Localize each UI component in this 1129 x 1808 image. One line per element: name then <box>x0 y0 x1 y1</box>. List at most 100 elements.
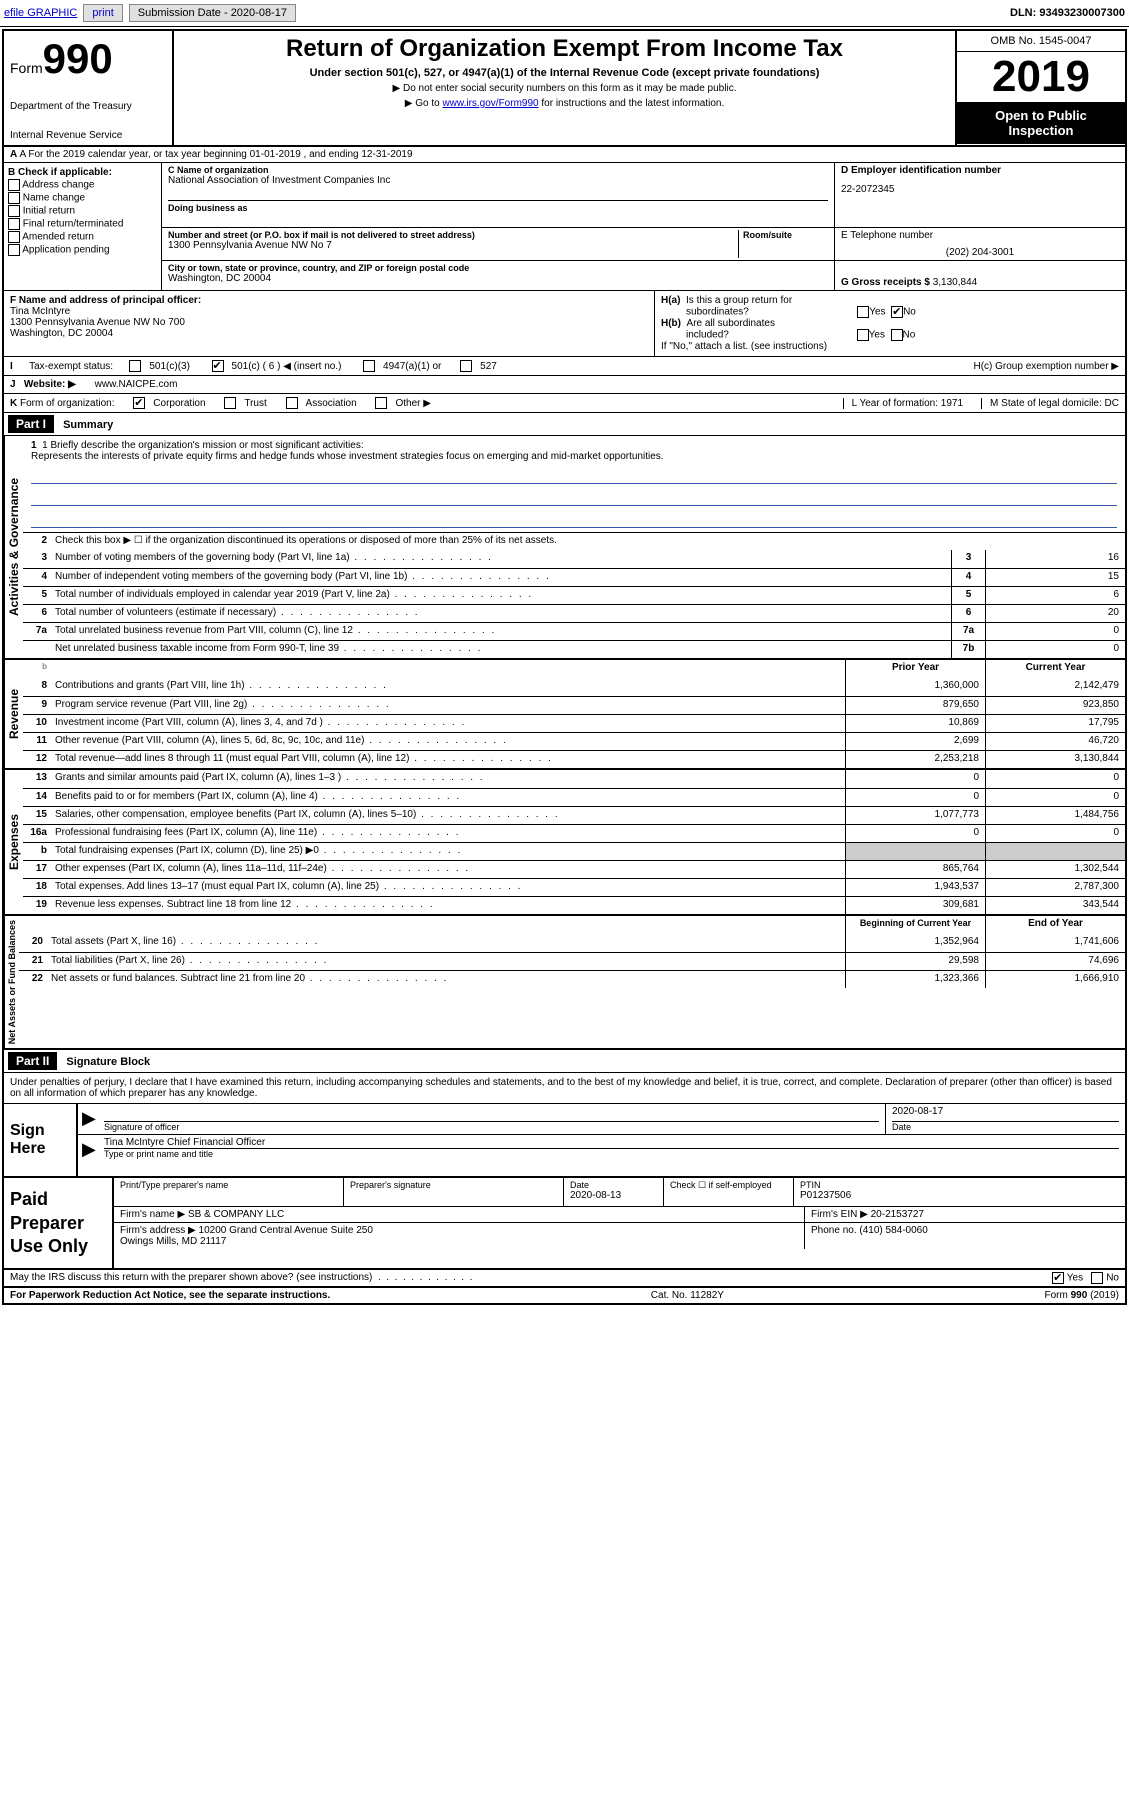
form-subtitle: Under section 501(c), 527, or 4947(a)(1)… <box>178 67 951 79</box>
hb-no-checkbox[interactable] <box>891 329 903 341</box>
gross-cell: G Gross receipts $ 3,130,844 <box>835 261 1125 290</box>
prior-year-hdr: Prior Year <box>845 660 985 678</box>
discuss-yes-text: Yes <box>1067 1273 1083 1284</box>
trust-checkbox[interactable] <box>224 397 236 409</box>
discuss-yes-checkbox[interactable] <box>1052 1272 1064 1284</box>
colb-option[interactable]: Application pending <box>8 244 157 256</box>
phone-value: (410) 584-0060 <box>859 1225 927 1236</box>
form-footer: Form 990 (2019) <box>1045 1290 1119 1301</box>
gov-line: 6Total number of volunteers (estimate if… <box>23 604 1125 622</box>
net-line: 22Net assets or fund balances. Subtract … <box>19 970 1125 988</box>
mission-label: 1 Briefly describe the organization's mi… <box>42 440 364 451</box>
discuss-no-checkbox[interactable] <box>1091 1272 1103 1284</box>
net-line: 20Total assets (Part X, line 16)1,352,96… <box>19 934 1125 952</box>
paid-content: Print/Type preparer's name Preparer's si… <box>112 1178 1125 1268</box>
colb-option[interactable]: Name change <box>8 192 157 204</box>
part1-badge: Part I <box>8 415 54 433</box>
irs-label: Internal Revenue Service <box>10 130 166 141</box>
exp-line: 16aProfessional fundraising fees (Part I… <box>23 824 1125 842</box>
corp-checkbox[interactable] <box>133 397 145 409</box>
firm-name-label: Firm's name ▶ <box>120 1209 185 1220</box>
rev-line: 11Other revenue (Part VIII, column (A), … <box>23 732 1125 750</box>
gov-content: 1 1 Briefly describe the organization's … <box>23 436 1125 658</box>
section-netassets: Net Assets or Fund Balances Beginning of… <box>4 916 1125 1050</box>
city-cell: City or town, state or province, country… <box>162 261 835 290</box>
phone-label: Phone no. <box>811 1225 857 1236</box>
ha-yes-checkbox[interactable] <box>857 306 869 318</box>
ptin-value: P01237506 <box>800 1190 1119 1201</box>
rev-label: Revenue <box>4 660 23 768</box>
corp-text: Corporation <box>153 398 205 409</box>
hb-yes-checkbox[interactable] <box>857 329 869 341</box>
trust-text: Trust <box>244 398 266 409</box>
501c3-checkbox[interactable] <box>129 360 141 372</box>
mission-text: Represents the interests of private equi… <box>31 451 1117 462</box>
colb-option[interactable]: Address change <box>8 179 157 191</box>
exp-line: 18Total expenses. Add lines 13–17 (must … <box>23 878 1125 896</box>
gov-line: 4Number of independent voting members of… <box>23 568 1125 586</box>
ha-no-checkbox[interactable] <box>891 306 903 318</box>
officer-cell: F Name and address of principal officer:… <box>4 291 655 356</box>
colb-option[interactable]: Final return/terminated <box>8 218 157 230</box>
year-formation: L Year of formation: 1971 <box>843 398 963 409</box>
part1-title: Summary <box>63 419 113 431</box>
omb-number: OMB No. 1545-0047 <box>957 31 1125 52</box>
form-title: Return of Organization Exempt From Incom… <box>178 35 951 63</box>
dba-value <box>168 213 828 225</box>
header-middle: Return of Organization Exempt From Incom… <box>174 31 955 145</box>
exp-line: 14Benefits paid to or for members (Part … <box>23 788 1125 806</box>
efile-link[interactable]: efile GRAPHIC <box>4 7 77 19</box>
header-left: Form990 Department of the Treasury Inter… <box>4 31 174 145</box>
row-a-text: A For the 2019 calendar year, or tax yea… <box>19 149 412 160</box>
501c-checkbox[interactable] <box>212 360 224 372</box>
ha-no-text: No <box>903 307 916 318</box>
part2-badge: Part II <box>8 1052 57 1070</box>
net-label: Net Assets or Fund Balances <box>4 916 19 1048</box>
other-checkbox[interactable] <box>375 397 387 409</box>
tax-year: 2019 <box>957 52 1125 102</box>
gov-line: 5Total number of individuals employed in… <box>23 586 1125 604</box>
assoc-checkbox[interactable] <box>286 397 298 409</box>
4947-text: 4947(a)(1) or <box>383 361 441 372</box>
hc-label: H(c) Group exemption number ▶ <box>973 361 1119 372</box>
firm-ein-label: Firm's EIN ▶ <box>811 1209 868 1220</box>
prep-sig-label: Preparer's signature <box>350 1180 557 1190</box>
irs-link[interactable]: www.irs.gov/Form990 <box>442 98 538 109</box>
b-tiny: b <box>23 660 51 678</box>
form-header: Form990 Department of the Treasury Inter… <box>4 31 1125 147</box>
exp-line: 17Other expenses (Part IX, column (A), l… <box>23 860 1125 878</box>
gov-label: Activities & Governance <box>4 436 23 658</box>
officer-name: Tina McIntyre <box>10 306 648 317</box>
open-public: Open to Public Inspection <box>957 102 1125 144</box>
row-a-tax-year: A A For the 2019 calendar year, or tax y… <box>4 147 1125 163</box>
paid-preparer-section: Paid Preparer Use Only Print/Type prepar… <box>4 1178 1125 1270</box>
4947-checkbox[interactable] <box>363 360 375 372</box>
city-label: City or town, state or province, country… <box>168 263 828 273</box>
discuss-text: May the IRS discuss this return with the… <box>10 1272 372 1284</box>
exp-line: 15Salaries, other compensation, employee… <box>23 806 1125 824</box>
print-button[interactable]: print <box>83 4 122 22</box>
527-checkbox[interactable] <box>460 360 472 372</box>
line2-text: Check this box ▶ ☐ if the organization d… <box>51 533 1125 550</box>
column-b: B Check if applicable: Address change Na… <box>4 163 162 290</box>
pra-notice: For Paperwork Reduction Act Notice, see … <box>10 1290 330 1301</box>
other-text: Other ▶ <box>395 398 430 409</box>
rev-line: 8Contributions and grants (Part VIII, li… <box>23 678 1125 696</box>
discuss-row: May the IRS discuss this return with the… <box>4 1270 1125 1288</box>
dln-label: DLN: 93493230007300 <box>1010 7 1125 19</box>
colb-option[interactable]: Amended return <box>8 231 157 243</box>
colb-option[interactable]: Initial return <box>8 205 157 217</box>
declaration-text: Under penalties of perjury, I declare th… <box>4 1073 1125 1104</box>
section-bcd: B Check if applicable: Address change Na… <box>4 163 1125 291</box>
firm-name-value: SB & COMPANY LLC <box>188 1209 284 1220</box>
tax-exempt-row: I Tax-exempt status: 501(c)(3) 501(c) ( … <box>4 357 1125 376</box>
gross-label: G Gross receipts $ <box>841 277 930 288</box>
mission-rule1 <box>31 468 1117 484</box>
dba-label: Doing business as <box>168 203 828 213</box>
ein-cell: D Employer identification number 22-2072… <box>835 163 1125 227</box>
prep-date-value: 2020-08-13 <box>570 1190 657 1201</box>
exp-line: 19Revenue less expenses. Subtract line 1… <box>23 896 1125 914</box>
footer-row: For Paperwork Reduction Act Notice, see … <box>4 1288 1125 1303</box>
rev-line: 12Total revenue—add lines 8 through 11 (… <box>23 750 1125 768</box>
gov-line: Net unrelated business taxable income fr… <box>23 640 1125 658</box>
